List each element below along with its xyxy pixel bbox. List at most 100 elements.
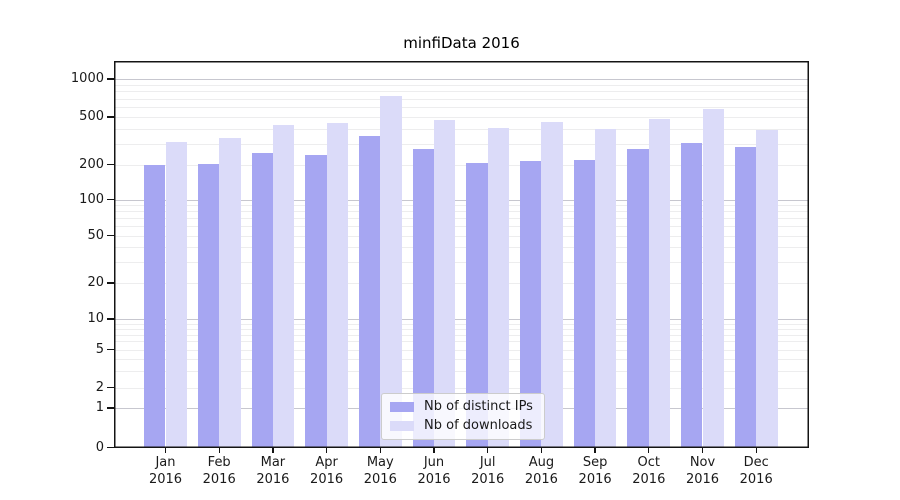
bar-distinct-ips-sep <box>573 160 596 448</box>
bar-downloads-mar <box>272 124 295 448</box>
bar-downloads-dec <box>756 130 778 448</box>
x-tick-mark <box>325 448 328 453</box>
bar-distinct-ips-oct <box>627 148 649 448</box>
x-tick-label-dec: Dec 2016 <box>729 455 783 488</box>
x-tick-mark <box>218 448 220 453</box>
gridline-minor <box>114 235 809 237</box>
x-tick-month: May <box>366 455 394 470</box>
x-tick-month: Apr <box>315 455 338 470</box>
x-tick-label-nov: Nov 2016 <box>676 455 730 488</box>
gridline-minor <box>114 247 809 249</box>
bar-distinct-ips-may <box>358 136 381 448</box>
gridline-minor <box>114 261 809 263</box>
x-tick-month: Jan <box>155 455 176 470</box>
legend-swatch <box>390 420 414 432</box>
y-tick-label: 500 <box>79 109 104 124</box>
x-tick-year: 2016 <box>578 471 612 487</box>
gridline-minor <box>114 218 809 220</box>
bar-distinct-ips-mar <box>251 152 273 448</box>
gridline-minor <box>114 84 809 86</box>
gridline-minor <box>114 226 809 228</box>
gridline-minor <box>114 164 809 166</box>
x-tick-month: Mar <box>260 455 286 470</box>
x-tick-month: Jul <box>479 455 496 470</box>
bar-distinct-ips-feb <box>197 164 220 448</box>
gridline-minor <box>114 358 809 360</box>
x-tick-mark <box>433 448 435 453</box>
y-tick-mark <box>107 234 114 237</box>
gridline-minor <box>114 143 809 145</box>
gridline-minor <box>114 117 809 118</box>
y-tick-mark <box>107 318 114 320</box>
bar-downloads-jun <box>434 119 456 448</box>
y-tick-label: 2 <box>95 379 104 395</box>
bar-distinct-ips-apr <box>305 154 327 448</box>
gridline-major <box>114 199 809 201</box>
legend: Nb of distinct IPs Nb of downloads <box>381 393 545 440</box>
y-tick-label: 200 <box>79 156 104 172</box>
bar-downloads-jan <box>165 142 187 448</box>
x-tick-label-feb: Feb 2016 <box>192 455 246 488</box>
x-tick-label-aug: Aug 2016 <box>514 455 568 488</box>
y-tick-label: 10 <box>87 311 104 326</box>
bar-downloads-sep <box>595 128 617 448</box>
x-tick-year: 2016 <box>632 471 666 487</box>
x-tick-year: 2016 <box>310 471 344 487</box>
gridline-minor <box>114 128 809 130</box>
gridline-minor <box>114 107 809 108</box>
x-tick-year: 2016 <box>739 471 773 487</box>
bar-downloads-nov <box>702 109 724 448</box>
y-tick-label: 5 <box>95 341 104 357</box>
bar-distinct-ips-nov <box>681 143 703 448</box>
chart-title: minfiData 2016 <box>403 34 520 52</box>
x-tick-year: 2016 <box>417 471 451 487</box>
bar-downloads-feb <box>219 137 241 448</box>
gridline-minor <box>114 283 809 284</box>
gridline-minor <box>114 349 809 351</box>
bar-distinct-ips-aug <box>520 161 542 448</box>
y-tick-label: 1 <box>95 400 104 415</box>
bar-distinct-ips-jan <box>144 165 166 448</box>
legend-item: Nb of distinct IPs <box>388 400 537 414</box>
x-tick-label-may: May 2016 <box>353 455 407 488</box>
y-tick-mark <box>107 198 114 201</box>
x-tick-label-mar: Mar 2016 <box>246 455 300 488</box>
gridline-minor <box>114 328 809 330</box>
x-tick-mark <box>272 448 274 453</box>
x-tick-year: 2016 <box>256 471 290 487</box>
x-tick-year: 2016 <box>202 471 236 487</box>
x-tick-month: Jun <box>423 455 445 470</box>
x-tick-year: 2016 <box>471 471 505 487</box>
bar-distinct-ips-dec <box>734 147 757 448</box>
legend-item: Nb of downloads <box>388 419 537 433</box>
gridline-minor <box>114 341 809 343</box>
legend-swatch <box>390 401 414 413</box>
x-tick-label-jan: Jan 2016 <box>139 455 193 488</box>
x-tick-mark <box>379 448 381 453</box>
x-tick-month: Aug <box>528 455 555 470</box>
x-tick-mark <box>164 448 167 453</box>
x-tick-label-jun: Jun 2016 <box>407 455 461 488</box>
y-tick-label: 1000 <box>70 71 104 86</box>
x-tick-month: Oct <box>637 455 661 470</box>
x-tick-month: Sep <box>582 455 608 470</box>
x-tick-year: 2016 <box>685 471 720 487</box>
y-tick-label: 20 <box>87 275 104 290</box>
y-tick-mark <box>107 386 114 389</box>
x-tick-year: 2016 <box>524 471 558 487</box>
y-tick-mark <box>107 348 114 351</box>
gridline-major <box>114 319 809 320</box>
bar-downloads-may <box>380 96 402 448</box>
x-tick-label-oct: Oct 2016 <box>622 455 676 488</box>
x-tick-month: Dec <box>743 455 769 470</box>
x-tick-label-sep: Sep 2016 <box>568 455 622 488</box>
gridline-minor <box>114 98 809 100</box>
plot-area: Nb of distinct IPs Nb of downloads <box>114 61 809 448</box>
gridline-minor <box>114 204 809 206</box>
bar-downloads-jul <box>487 128 510 448</box>
y-tick-label: 50 <box>87 227 104 243</box>
y-tick-mark <box>107 282 114 284</box>
bar-downloads-oct <box>648 118 671 448</box>
bar-distinct-ips-jul <box>466 162 488 448</box>
